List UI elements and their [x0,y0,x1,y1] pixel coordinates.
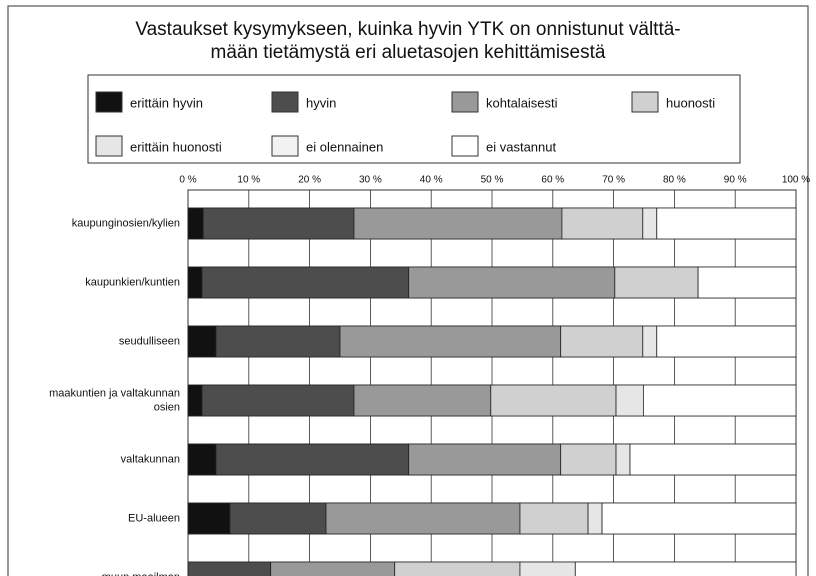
bar-segment [490,384,617,417]
x-tick-label: 70 % [602,175,625,186]
bar-segment [408,266,616,299]
bar-segment [187,325,217,358]
y-tick-label: valtakunnan [121,453,180,465]
frame [7,5,809,576]
bar-segment [229,502,327,535]
y-tick-label: muun maailman [102,571,180,576]
bar-segment [353,384,492,417]
legend-swatch [271,135,299,157]
x-tick-label: 60 % [541,175,564,186]
bar-segment [587,502,603,535]
x-tick-label: 0 % [179,175,196,186]
legend-box [87,74,741,164]
bar-segment [187,384,203,417]
bar-segment [656,207,797,240]
legend-label: huonosti [666,95,715,110]
legend-label: kohtalaisesti [486,95,558,110]
x-tick-label: 90 % [724,175,747,186]
bar-segment [615,384,644,417]
bar-segment [187,207,204,240]
bar-segment [215,443,410,476]
legend-label: erittäin huonosti [130,139,222,154]
x-tick-label: 30 % [359,175,382,186]
bar-segment [614,266,699,299]
bar-segment [353,207,563,240]
bar-segment [215,325,341,358]
legend-swatch [451,91,479,113]
chart-title: mään tietämystä eri aluetasojen kehittäm… [211,42,606,63]
chart-title: Vastaukset kysymykseen, kuinka hyvin YTK… [135,19,680,40]
legend-label: ei vastannut [486,139,556,154]
legend-swatch [451,135,479,157]
bar-segment [560,325,644,358]
y-tick-label: maakuntien ja valtakunnan [49,387,180,399]
bar-segment [642,384,797,417]
bar-segment [408,443,562,476]
bar-segment [615,443,631,476]
bar-segment [187,266,203,299]
legend-swatch [271,91,299,113]
y-tick-label: kaupunkien/kuntien [85,276,180,288]
bar-segment [519,561,576,576]
bar-segment [187,561,272,576]
bar-segment [656,325,797,358]
x-tick-label: 10 % [237,175,260,186]
x-tick-label: 80 % [663,175,686,186]
x-tick-label: 20 % [298,175,321,186]
y-tick-label: seudulliseen [119,335,180,347]
bar-segment [642,207,658,240]
y-tick-label: osien [154,401,180,413]
legend-swatch [631,91,659,113]
y-tick-label: kaupunginosien/kylien [72,217,180,229]
legend-label: ei olennainen [306,139,383,154]
legend-swatch [95,91,123,113]
legend-label: hyvin [306,95,336,110]
bar-segment [394,561,521,576]
bar-segment [601,502,797,535]
bar-segment [325,502,521,535]
bar-segment [629,443,797,476]
bar-segment [187,443,217,476]
y-tick-label: EU-alueen [128,512,180,524]
x-tick-label: 40 % [420,175,443,186]
bar-segment [187,502,231,535]
legend-label: erittäin hyvin [130,95,203,110]
bar-segment [560,443,617,476]
x-tick-label: 50 % [481,175,504,186]
bar-segment [642,325,658,358]
legend-swatch [95,135,123,157]
bar-segment [202,207,355,240]
bar-segment [270,561,396,576]
bar-segment [201,384,355,417]
bar-segment [561,207,644,240]
bar-segment [697,266,797,299]
bar-segment [339,325,562,358]
bar-segment [201,266,410,299]
bar-segment [519,502,589,535]
x-tick-label: 100 % [782,175,810,186]
bar-segment [574,561,797,576]
